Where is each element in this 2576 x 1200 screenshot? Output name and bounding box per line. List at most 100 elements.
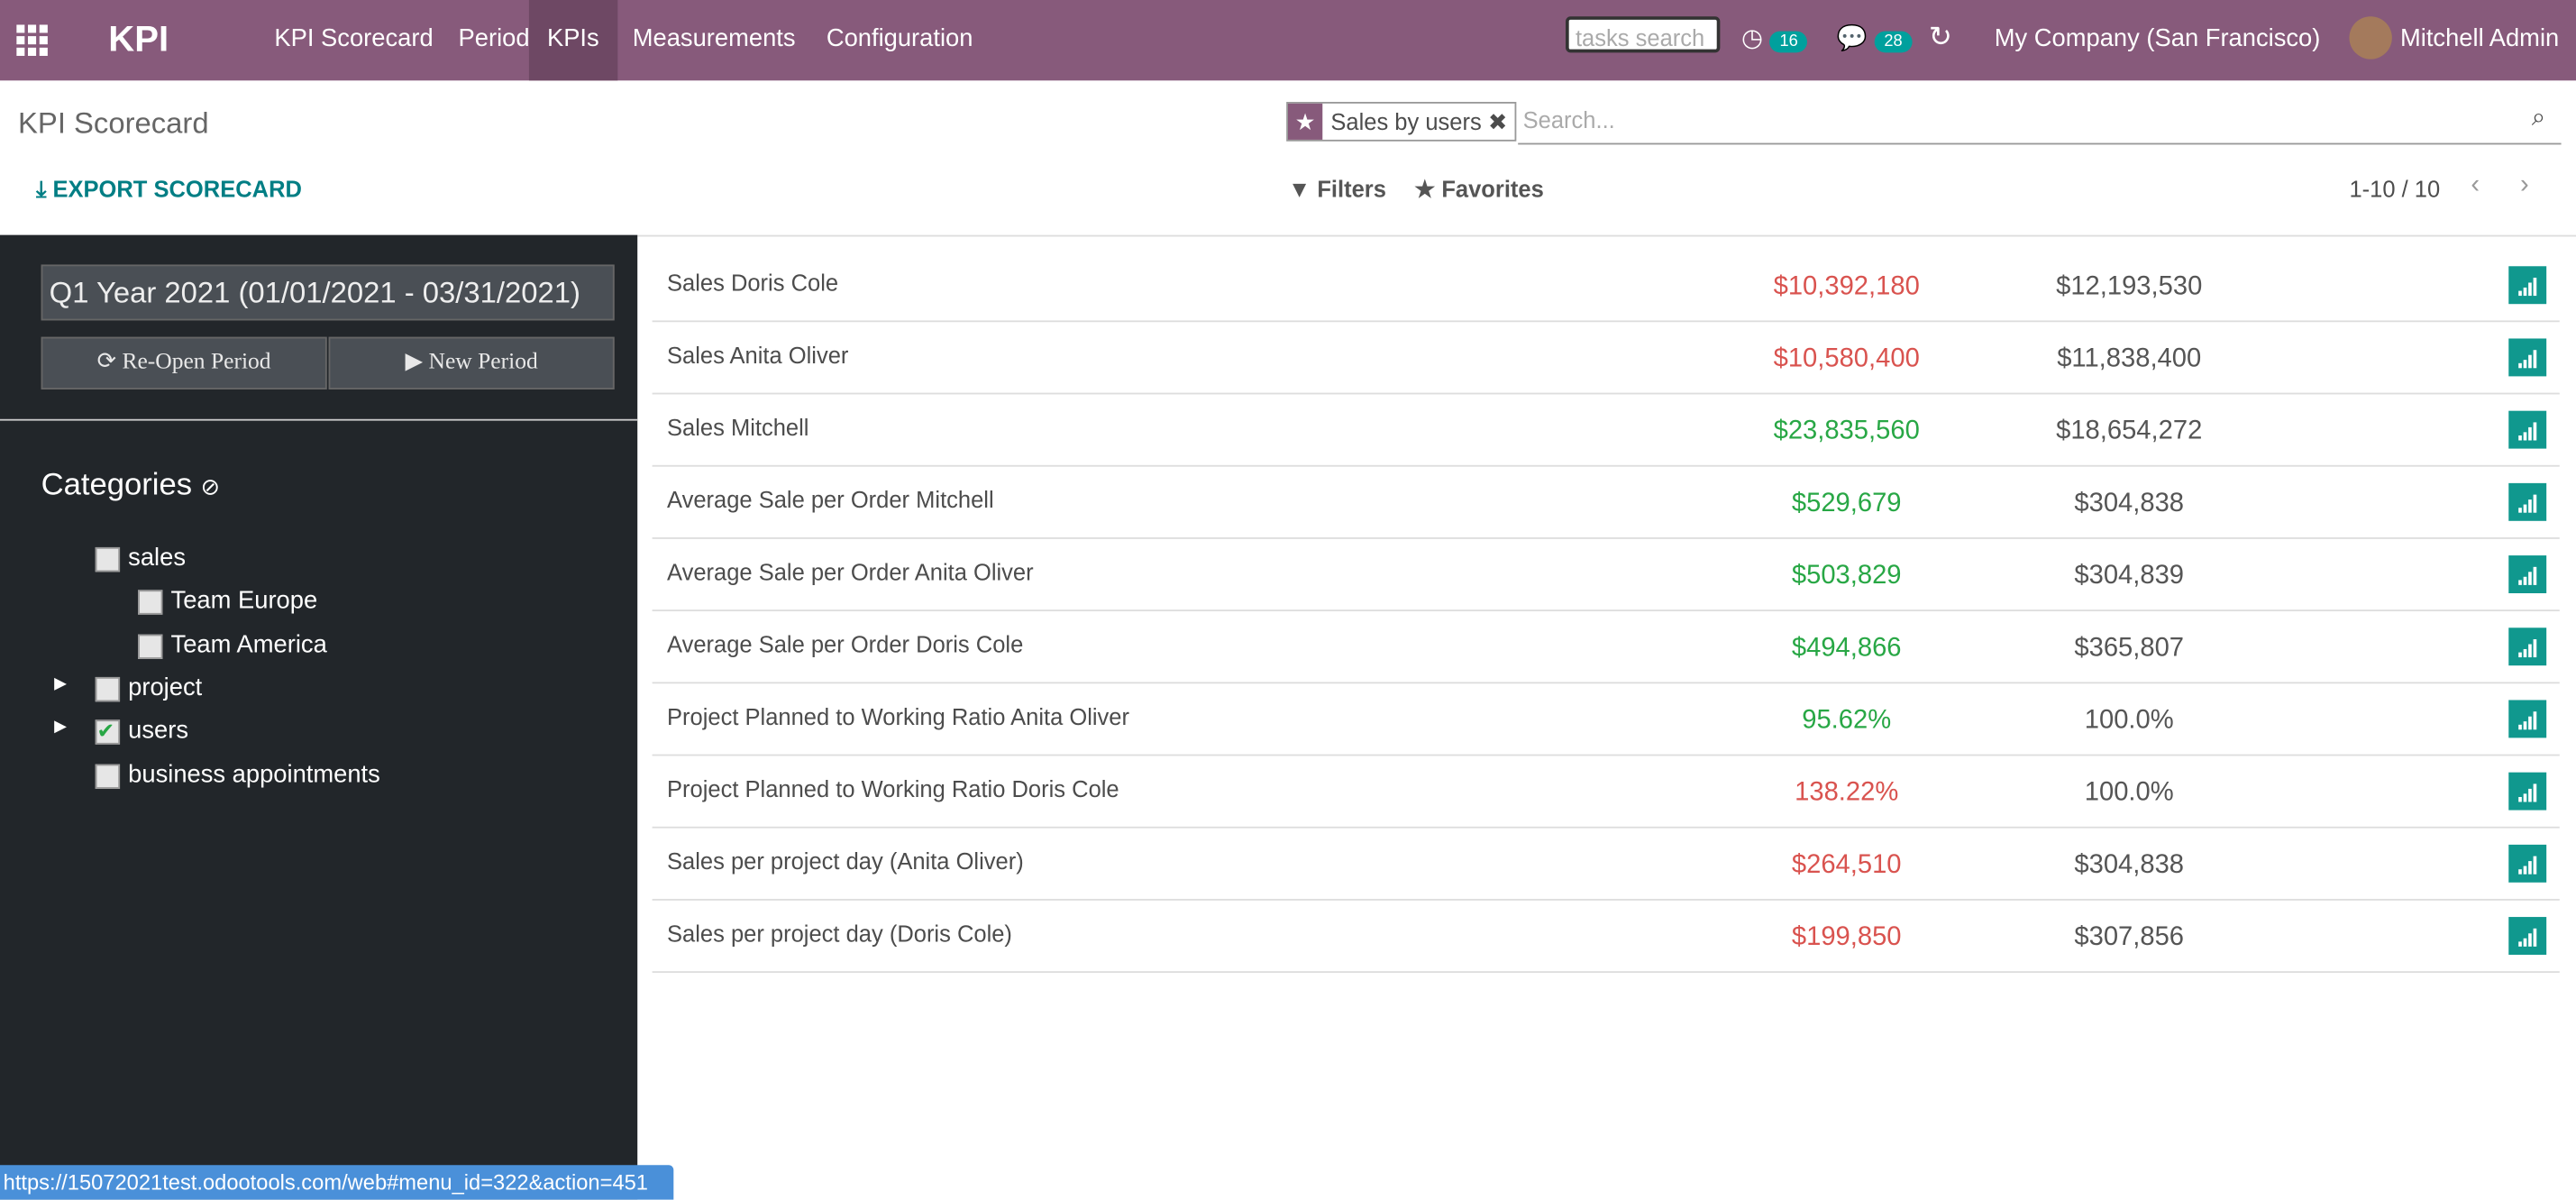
search-underline	[1518, 142, 2562, 145]
kpi-name: Average Sale per Order Anita Oliver	[667, 558, 1034, 585]
kpi-name: Sales per project day (Doris Cole)	[667, 920, 1012, 947]
checkbox[interactable]	[138, 633, 163, 659]
category-label[interactable]: project	[128, 673, 203, 702]
filters[interactable]: ▼ Filters	[1287, 176, 1386, 203]
sidebar: Q1 Year 2021 (01/01/2021 - 03/31/2021) ⟳…	[0, 234, 638, 1200]
favorites-label: Favorites	[1441, 176, 1544, 203]
divider	[0, 418, 638, 421]
menu-item[interactable]: KPIs	[528, 0, 617, 81]
chart-icon	[2518, 711, 2537, 730]
kpi-row[interactable]: Average Sale per Order Mitchell $529,679 $…	[652, 467, 2560, 539]
menu-item[interactable]: Measurements	[632, 24, 796, 53]
kpi-name: Sales per project day (Anita Oliver)	[667, 847, 1024, 875]
checkbox[interactable]: ✔	[95, 719, 121, 746]
kpi-actual: $23,835,560	[1773, 417, 1920, 445]
kpi-row[interactable]: Average Sale per Order Anita Oliver $503,…	[652, 539, 2560, 612]
apps-icon[interactable]	[16, 24, 49, 57]
categories-title: Categories ⊘	[41, 468, 221, 503]
kpi-row[interactable]: Project Planned to Working Ratio Anita O…	[652, 683, 2560, 756]
checkbox[interactable]	[95, 676, 121, 702]
activity[interactable]: ◷ 16	[1741, 23, 1808, 53]
kpi-row[interactable]: Sales per project day (Doris Cole) $199,8…	[652, 901, 2560, 974]
new-period-button[interactable]: ▶ New Period	[328, 336, 615, 389]
filters-label: Filters	[1317, 176, 1386, 203]
chart-icon	[2518, 350, 2537, 369]
pager-next[interactable]: ›	[2520, 170, 2529, 199]
period-select[interactable]: Q1 Year 2021 (01/01/2021 - 03/31/2021)	[41, 264, 615, 321]
chart-button[interactable]	[2508, 700, 2547, 738]
expander[interactable]: ▶	[54, 718, 68, 737]
expander[interactable]: ▶	[54, 674, 68, 693]
reopen-button[interactable]: ⟳ Re-Open Period	[41, 336, 327, 389]
messages[interactable]: 💬 28	[1837, 23, 1913, 53]
category-label[interactable]: sales	[128, 544, 187, 573]
breadcrumb: KPI Scorecard	[18, 106, 209, 140]
chart-button[interactable]	[2508, 266, 2547, 305]
categories-title-text: Categories	[41, 468, 193, 503]
kpi-row[interactable]: Project Planned to Working Ratio Doris C…	[652, 756, 2560, 829]
chart-icon	[2518, 783, 2537, 802]
refresh-icon[interactable]: ↻	[1928, 21, 1952, 53]
kpi-row[interactable]: Sales per project day (Anita Oliver) $264…	[652, 829, 2560, 901]
activity-badge: 16	[1769, 31, 1808, 53]
kpi-row[interactable]: Sales Anita Oliver $10,580,400 $11,838,400	[652, 322, 2560, 395]
category-label[interactable]: users	[128, 717, 189, 746]
kpi-target: $365,807	[2074, 634, 2185, 663]
kpi-actual: $199,850	[1791, 923, 1902, 952]
category-label[interactable]: business appointments	[128, 759, 380, 788]
checkbox[interactable]	[138, 590, 163, 616]
search-icon[interactable]: ⌕	[2531, 103, 2546, 132]
kpi-actual: 138.22%	[1795, 778, 1899, 807]
chart-button[interactable]	[2508, 917, 2547, 955]
app-name[interactable]: KPI	[108, 18, 169, 60]
favorites[interactable]: ★ Favorites	[1414, 176, 1544, 203]
chart-icon	[2518, 422, 2537, 441]
menu-item[interactable]: Configuration	[826, 24, 973, 53]
facet-label: Sales by users	[1330, 108, 1482, 135]
facet: ★ Sales by users ✖	[1286, 102, 1516, 142]
kpi-row[interactable]: Sales Doris Cole $10,392,180 $12,193,530	[652, 250, 2560, 323]
chart-button[interactable]	[2508, 482, 2547, 521]
kpi-actual: $529,679	[1791, 490, 1902, 518]
kpi-name: Sales Anita Oliver	[667, 342, 849, 369]
kpi-name: Sales Mitchell	[667, 414, 809, 441]
chart-icon	[2518, 856, 2537, 875]
chart-button[interactable]	[2508, 627, 2547, 666]
chart-button[interactable]	[2508, 338, 2547, 377]
chart-icon	[2518, 494, 2537, 513]
checkbox[interactable]	[95, 546, 121, 573]
kpi-name: Average Sale per Order Doris Cole	[667, 630, 1024, 658]
user[interactable]: Mitchell Admin	[2399, 24, 2560, 53]
kpi-actual: 95.62%	[1802, 706, 1892, 735]
category-label[interactable]: Team America	[170, 630, 327, 659]
category-label[interactable]: Team Europe	[170, 587, 318, 616]
chart-button[interactable]	[2508, 410, 2547, 449]
export-button[interactable]: ⤓ EXPORT SCORECARD	[36, 176, 302, 203]
company[interactable]: My Company (San Francisco)	[1994, 24, 2321, 53]
export-label: EXPORT SCORECARD	[52, 176, 302, 203]
menu-item[interactable]: Periods	[458, 24, 543, 53]
checkbox[interactable]	[95, 763, 121, 788]
status-bar: https://15072021test.odootools.com/web#m…	[0, 1165, 674, 1200]
kpi-name: Average Sale per Order Mitchell	[667, 486, 994, 513]
chart-icon	[2518, 566, 2537, 585]
kpi-row[interactable]: Sales Mitchell $23,835,560 $18,654,272	[652, 394, 2560, 467]
kpi-target: $18,654,272	[2056, 417, 2203, 445]
chart-button[interactable]	[2508, 772, 2547, 811]
kpi-target: $12,193,530	[2056, 272, 2203, 301]
kpi-target: $11,838,400	[2057, 344, 2202, 373]
kpi-actual: $10,580,400	[1773, 344, 1920, 373]
pager-prev[interactable]: ‹	[2471, 170, 2480, 199]
chart-button[interactable]	[2508, 844, 2547, 883]
chart-button[interactable]	[2508, 555, 2547, 593]
kpi-target: $307,856	[2074, 923, 2185, 952]
kpi-row[interactable]: Average Sale per Order Doris Cole $494,86…	[652, 611, 2560, 684]
search-input[interactable]: Search...	[1522, 106, 1615, 133]
avatar[interactable]	[2349, 16, 2392, 60]
tasks-search[interactable]: tasks search	[1566, 16, 1721, 53]
kpi-actual: $494,866	[1791, 634, 1902, 663]
kpi-name: Sales Doris Cole	[667, 269, 839, 297]
menu-item[interactable]: KPI Scorecard	[274, 24, 434, 53]
chart-icon	[2518, 639, 2537, 658]
